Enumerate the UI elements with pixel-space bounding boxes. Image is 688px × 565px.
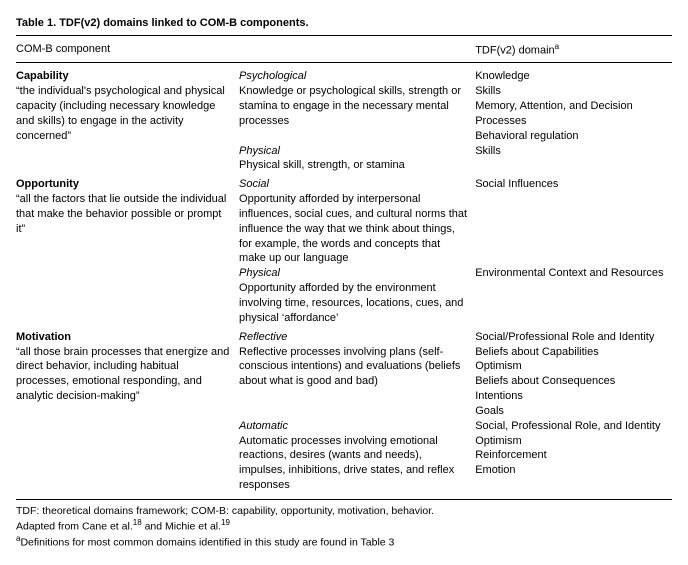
col-domains: Social Influences xyxy=(475,177,672,266)
subtype-label: Psychological xyxy=(239,69,467,84)
header-tdf: TDF(v2) domaina xyxy=(475,42,672,59)
component-name: Opportunity xyxy=(16,177,231,192)
subtype-description: Knowledge or psychological skills, stren… xyxy=(239,84,467,129)
domain-item: Social/Professional Role and Identity xyxy=(475,330,672,345)
footer-definitions: aDefinitions for most common domains ide… xyxy=(16,534,672,550)
sub-row: AutomaticAutomatic processes involving e… xyxy=(16,419,672,493)
domain-item: Beliefs about Consequences xyxy=(475,374,672,389)
component-definition: “all those brain processes that energize… xyxy=(16,345,231,404)
subtype-description: Physical skill, strength, or stamina xyxy=(239,158,467,173)
section-row: Capability“the individual's psychologica… xyxy=(16,69,672,173)
col-domains: Skills xyxy=(475,144,672,174)
sub-row: Motivation“all those brain processes tha… xyxy=(16,330,672,419)
domain-item: Emotion xyxy=(475,463,672,478)
section-row: Motivation“all those brain processes tha… xyxy=(16,330,672,493)
component-definition: “the individual's psychological and phys… xyxy=(16,84,231,143)
subtype-label: Physical xyxy=(239,266,467,281)
domain-item: Social, Professional Role, and Identity xyxy=(475,419,672,434)
domain-item: Social Influences xyxy=(475,177,672,192)
col-component: Opportunity“all the factors that lie out… xyxy=(16,177,239,266)
footer-abbrev: TDF: theoretical domains framework; COM-… xyxy=(16,504,672,518)
table-body: Capability“the individual's psychologica… xyxy=(16,69,672,493)
col-subtype: PhysicalPhysical skill, strength, or sta… xyxy=(239,144,475,174)
domain-item: Optimism xyxy=(475,434,672,449)
domain-item: Behavioral regulation xyxy=(475,129,672,144)
subtype-description: Opportunity afforded by the environment … xyxy=(239,281,467,326)
sub-row: Opportunity“all the factors that lie out… xyxy=(16,177,672,266)
table-title: Table 1. TDF(v2) domains linked to COM-B… xyxy=(16,16,672,36)
component-name: Capability xyxy=(16,69,231,84)
domain-item: Intentions xyxy=(475,389,672,404)
domain-item: Skills xyxy=(475,84,672,99)
domain-item: Beliefs about Capabilities xyxy=(475,345,672,360)
col-domains: Social/Professional Role and IdentityBel… xyxy=(475,330,672,419)
sub-row: Capability“the individual's psychologica… xyxy=(16,69,672,143)
domain-item: Goals xyxy=(475,404,672,419)
col-component xyxy=(16,144,239,174)
subtype-label: Reflective xyxy=(239,330,467,345)
component-definition: “all the factors that lie outside the in… xyxy=(16,192,231,237)
col-subtype: ReflectiveReflective processes involving… xyxy=(239,330,475,419)
domain-item: Knowledge xyxy=(475,69,672,84)
subtype-description: Opportunity afforded by interpersonal in… xyxy=(239,192,467,266)
component-name: Motivation xyxy=(16,330,231,345)
col-domains: Social, Professional Role, and IdentityO… xyxy=(475,419,672,493)
col-domains: Environmental Context and Resources xyxy=(475,266,672,325)
table-header: COM-B component TDF(v2) domaina xyxy=(16,42,672,64)
col-component xyxy=(16,266,239,325)
subtype-label: Social xyxy=(239,177,467,192)
col-component: Motivation“all those brain processes tha… xyxy=(16,330,239,419)
col-subtype: AutomaticAutomatic processes involving e… xyxy=(239,419,475,493)
subtype-label: Automatic xyxy=(239,419,467,434)
sub-row: PhysicalOpportunity afforded by the envi… xyxy=(16,266,672,325)
col-component xyxy=(16,419,239,493)
footer-adapted: Adapted from Cane et al.18 and Michie et… xyxy=(16,518,672,534)
domain-item: Memory, Attention, and Decision Processe… xyxy=(475,99,672,129)
col-subtype: PhysicalOpportunity afforded by the envi… xyxy=(239,266,475,325)
table-footer: TDF: theoretical domains framework; COM-… xyxy=(16,499,672,550)
col-component: Capability“the individual's psychologica… xyxy=(16,69,239,143)
col-domains: KnowledgeSkillsMemory, Attention, and De… xyxy=(475,69,672,143)
domain-item: Reinforcement xyxy=(475,448,672,463)
col-subtype: PsychologicalKnowledge or psychological … xyxy=(239,69,475,143)
section-row: Opportunity“all the factors that lie out… xyxy=(16,177,672,325)
subtype-description: Automatic processes involving emotional … xyxy=(239,434,467,493)
sub-row: PhysicalPhysical skill, strength, or sta… xyxy=(16,144,672,174)
domain-item: Environmental Context and Resources xyxy=(475,266,672,281)
subtype-label: Physical xyxy=(239,144,467,159)
domain-item: Optimism xyxy=(475,359,672,374)
header-com-b: COM-B component xyxy=(16,42,239,59)
domain-item: Skills xyxy=(475,144,672,159)
col-subtype: SocialOpportunity afforded by interperso… xyxy=(239,177,475,266)
subtype-description: Reflective processes involving plans (se… xyxy=(239,345,467,390)
